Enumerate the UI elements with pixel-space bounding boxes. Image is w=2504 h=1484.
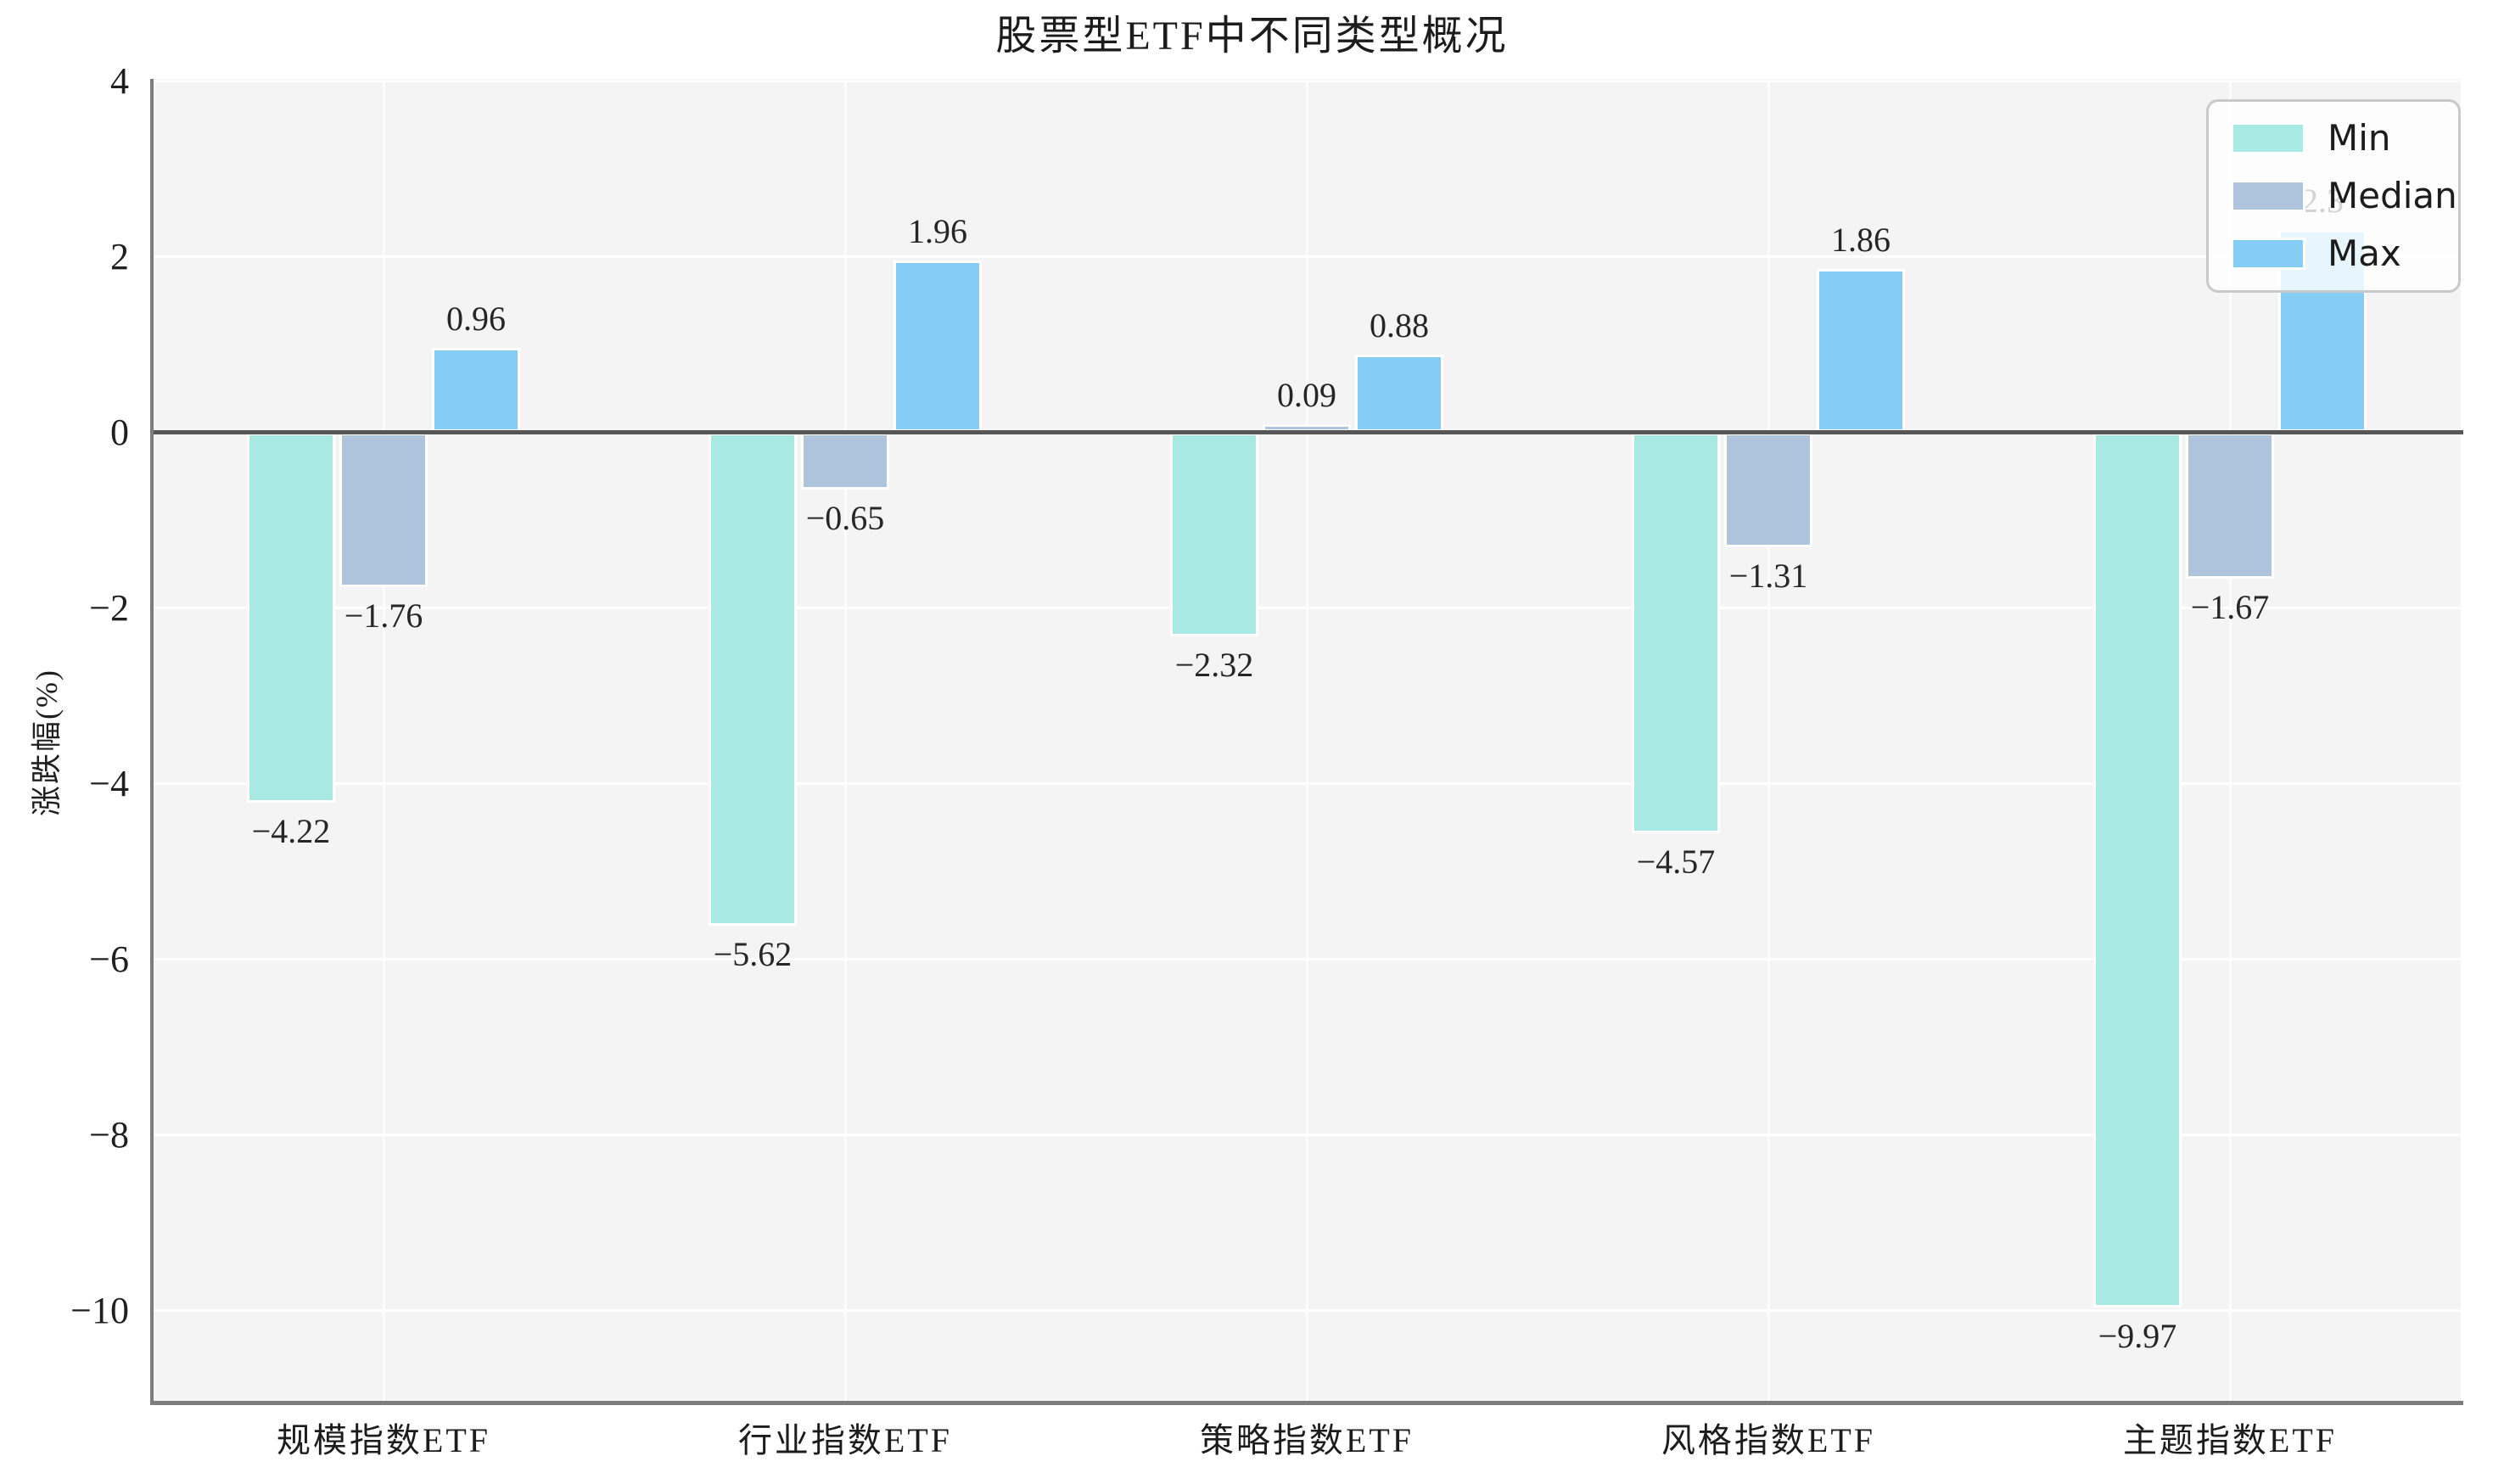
bar-value-label: −1.67 (2190, 588, 2270, 627)
y-tick-label: 0 (110, 411, 129, 453)
bar (801, 432, 889, 490)
legend-item-median: Median (2231, 178, 2457, 214)
chart-title: 股票型ETF中不同类型概况 (995, 14, 1509, 59)
bar-value-label: 0.09 (1277, 376, 1336, 415)
bar (893, 260, 982, 433)
bar (1817, 268, 1905, 433)
x-tick-label: 规模指数ETF (276, 1421, 491, 1459)
vertical-gridline (843, 79, 847, 1401)
x-tick-label: 行业指数ETF (737, 1421, 953, 1459)
y-tick-label: −8 (89, 1113, 129, 1156)
bar-value-label: −4.22 (251, 812, 331, 851)
bar-value-label: −1.31 (1728, 557, 1808, 596)
bar-value-label: −5.62 (713, 935, 793, 974)
bar-value-label: −2.32 (1174, 645, 1254, 684)
bar (247, 432, 335, 804)
legend-label: Max (2328, 232, 2401, 274)
y-tick-label: −2 (89, 586, 129, 629)
vertical-gridline (1305, 79, 1308, 1401)
y-tick-label: −4 (89, 762, 129, 804)
bar-value-label: −0.65 (805, 498, 885, 537)
y-axis-spine (150, 79, 154, 1404)
bar (1632, 432, 1720, 834)
legend-label: Median (2328, 175, 2457, 216)
legend-item-max: Max (2231, 236, 2436, 272)
bar-value-label: 0.96 (446, 300, 506, 339)
bar-value-label: 1.86 (1831, 220, 1891, 259)
bar-value-label: −9.97 (2098, 1317, 2177, 1356)
vertical-gridline (2228, 79, 2232, 1401)
y-tick-label: 4 (110, 59, 129, 102)
legend-swatch (2231, 122, 2305, 154)
vertical-gridline (1767, 79, 1770, 1401)
legend-swatch (2231, 180, 2305, 212)
bar-value-label: −1.76 (344, 596, 423, 635)
x-tick-label: 策略指数ETF (1199, 1421, 1414, 1459)
y-tick-label: 2 (110, 235, 129, 277)
zero-line (150, 430, 2463, 434)
bar (339, 432, 428, 587)
bar (1724, 432, 1812, 548)
bar (1170, 432, 1258, 636)
bar-value-label: 0.88 (1370, 306, 1429, 345)
bar (2186, 432, 2274, 580)
legend-swatch (2231, 238, 2305, 270)
bar-value-label: −4.57 (1636, 843, 1716, 882)
x-axis-spine (150, 1401, 2463, 1405)
x-tick-label: 风格指数ETF (1661, 1421, 1876, 1459)
legend: Min Median Max (2206, 99, 2461, 293)
vertical-gridline (382, 79, 385, 1401)
y-tick-label: −10 (70, 1289, 129, 1331)
legend-label: Min (2328, 117, 2391, 159)
bar (432, 348, 520, 433)
legend-item-min: Min (2231, 120, 2436, 156)
bar-value-label: 1.96 (908, 211, 967, 250)
y-tick-label: −6 (89, 938, 129, 980)
x-tick-label: 主题指数ETF (2122, 1421, 2338, 1459)
bar (2093, 432, 2182, 1308)
